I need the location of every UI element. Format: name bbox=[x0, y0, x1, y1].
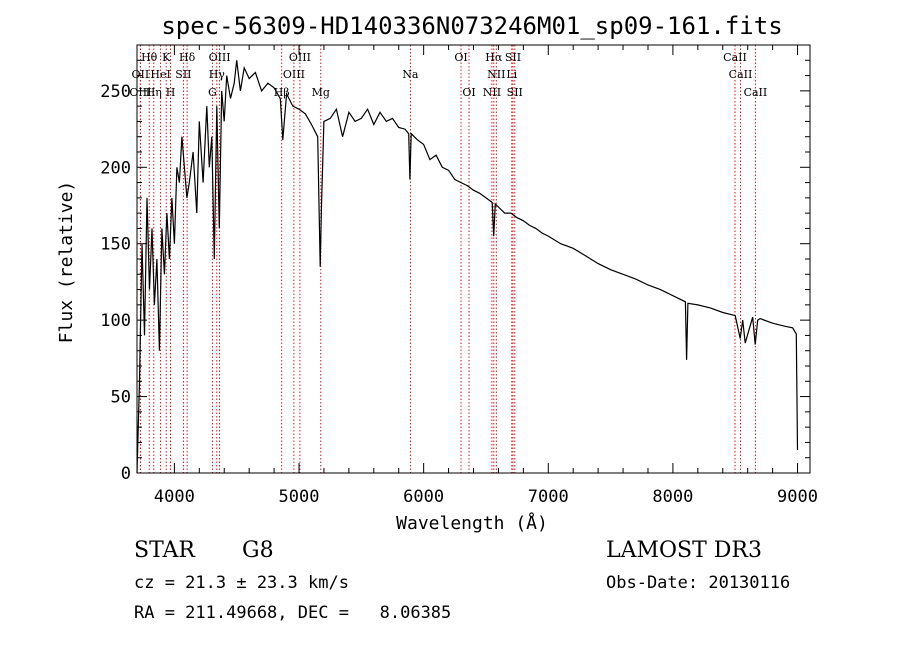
line-label: CaII bbox=[729, 68, 753, 81]
survey-name: LAMOST DR3 bbox=[606, 538, 762, 563]
line-label: Na bbox=[402, 68, 419, 81]
y-tick-label: 200 bbox=[100, 158, 131, 178]
line-label: OIII bbox=[209, 51, 231, 64]
coordinates: RA = 211.49668, DEC = 8.06385 bbox=[134, 603, 452, 623]
line-label: G bbox=[208, 86, 217, 99]
y-tick-label: 250 bbox=[100, 82, 131, 102]
line-label: OI bbox=[462, 86, 475, 99]
redshift-readout: cz = 21.3 ± 23.3 km/s bbox=[134, 573, 349, 593]
x-tick-label: 8000 bbox=[652, 487, 693, 507]
line-label: CaII bbox=[723, 51, 747, 64]
line-label: Hη bbox=[146, 86, 162, 99]
line-label: OI bbox=[454, 51, 467, 64]
x-tick-label: 5000 bbox=[279, 487, 320, 507]
y-tick-label: 100 bbox=[100, 311, 131, 331]
line-label: Li bbox=[506, 68, 517, 81]
line-label: Hβ bbox=[274, 86, 290, 99]
spectrum-line bbox=[136, 60, 799, 474]
x-tick-label: 9000 bbox=[777, 487, 818, 507]
line-label: HeI bbox=[150, 68, 170, 81]
spectrum-chart: spec-56309-HD140336N073246M01_sp09-161.f… bbox=[56, 12, 818, 534]
y-tick-label: 0 bbox=[121, 464, 131, 484]
x-tick-label: 4000 bbox=[154, 487, 195, 507]
y-tick-label: 50 bbox=[111, 388, 131, 408]
line-label: Hθ bbox=[141, 51, 158, 64]
subclass: G8 bbox=[242, 538, 274, 563]
y-tick-label: 150 bbox=[100, 235, 131, 255]
x-tick-label: 6000 bbox=[403, 487, 444, 507]
line-label: CaII bbox=[744, 86, 768, 99]
line-label: NII bbox=[483, 86, 501, 99]
line-label: Hα bbox=[485, 51, 503, 64]
x-tick-label: 7000 bbox=[528, 487, 569, 507]
line-label: H bbox=[166, 86, 176, 99]
plot-frame bbox=[136, 44, 811, 474]
line-label: OII bbox=[132, 68, 150, 81]
line-label: Hγ bbox=[209, 68, 226, 81]
y-axis-label: Flux (relative) bbox=[56, 181, 77, 344]
line-label: OIII bbox=[129, 86, 151, 99]
line-label: SII bbox=[505, 51, 521, 64]
line-label: K bbox=[162, 51, 171, 64]
line-label: Mg bbox=[312, 86, 330, 99]
object-type: STAR bbox=[134, 538, 195, 563]
line-label: Hδ bbox=[179, 51, 196, 64]
x-axis-label: Wavelength (Å) bbox=[396, 512, 548, 534]
line-label: SII bbox=[175, 68, 191, 81]
chart-title: spec-56309-HD140336N073246M01_sp09-161.f… bbox=[161, 12, 782, 40]
line-label: OIII bbox=[283, 68, 305, 81]
obs-date: Obs-Date: 20130116 bbox=[606, 573, 791, 593]
line-label: OIII bbox=[289, 51, 311, 64]
line-label: SII bbox=[507, 86, 523, 99]
line-label: NII bbox=[487, 68, 505, 81]
